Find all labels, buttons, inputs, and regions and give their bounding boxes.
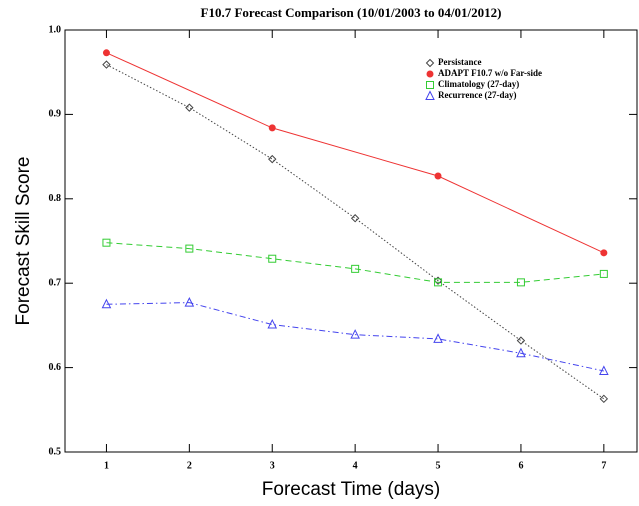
- series-line: [106, 242, 604, 283]
- marker: [433, 276, 443, 285]
- marker: [185, 244, 194, 253]
- series-line: [106, 64, 605, 400]
- series-line: [106, 52, 605, 254]
- x-axis-label: Forecast Time (days): [262, 479, 440, 500]
- legend-label: Recurrence (27-day): [438, 90, 517, 100]
- marker: [185, 103, 194, 112]
- marker: [350, 214, 360, 223]
- marker: [184, 296, 195, 307]
- series-line: [106, 302, 604, 372]
- marker: [434, 172, 442, 180]
- legend-label: Climatology (27-day): [438, 79, 519, 89]
- x-tick-label: 2: [187, 460, 192, 471]
- legend-label: ADAPT F10.7 w/o Far-side: [438, 68, 542, 78]
- x-tick-label: 7: [601, 460, 606, 471]
- marker: [268, 124, 276, 132]
- marker: [599, 365, 609, 375]
- marker: [599, 269, 608, 278]
- marker: [351, 264, 360, 273]
- legend-marker: [426, 81, 434, 89]
- marker: [268, 254, 277, 263]
- marker: [599, 394, 609, 404]
- marker: [102, 238, 111, 247]
- marker: [350, 329, 360, 339]
- marker: [102, 49, 110, 57]
- marker: [433, 333, 443, 343]
- marker: [516, 336, 526, 345]
- legend-marker: [425, 58, 435, 68]
- legend-marker: [426, 70, 434, 78]
- marker: [102, 60, 111, 69]
- x-tick-label: 6: [518, 460, 523, 471]
- x-tick-label: 3: [270, 460, 275, 471]
- y-tick-label: 0.8: [49, 193, 62, 204]
- chart-title: F10.7 Forecast Comparison (10/01/2003 to…: [201, 5, 502, 20]
- y-tick-label: 1.0: [49, 24, 62, 35]
- legend-label: Persistance: [438, 57, 481, 67]
- x-tick-label: 4: [353, 460, 358, 471]
- plot-frame: [64, 29, 638, 453]
- marker: [516, 347, 526, 358]
- marker: [267, 318, 278, 329]
- marker: [516, 278, 525, 287]
- legend-marker: [425, 90, 435, 100]
- y-tick-label: 0.7: [49, 277, 62, 288]
- marker: [434, 278, 443, 287]
- x-tick-label: 5: [436, 460, 441, 471]
- y-tick-label: 0.5: [49, 446, 62, 457]
- y-axis-label: Forecast Skill Score: [13, 157, 34, 326]
- marker: [600, 249, 608, 257]
- marker: [101, 298, 112, 309]
- y-tick-label: 0.9: [49, 109, 62, 120]
- x-tick-label: 1: [104, 460, 109, 471]
- y-tick-label: 0.6: [49, 362, 62, 373]
- marker: [268, 154, 277, 164]
